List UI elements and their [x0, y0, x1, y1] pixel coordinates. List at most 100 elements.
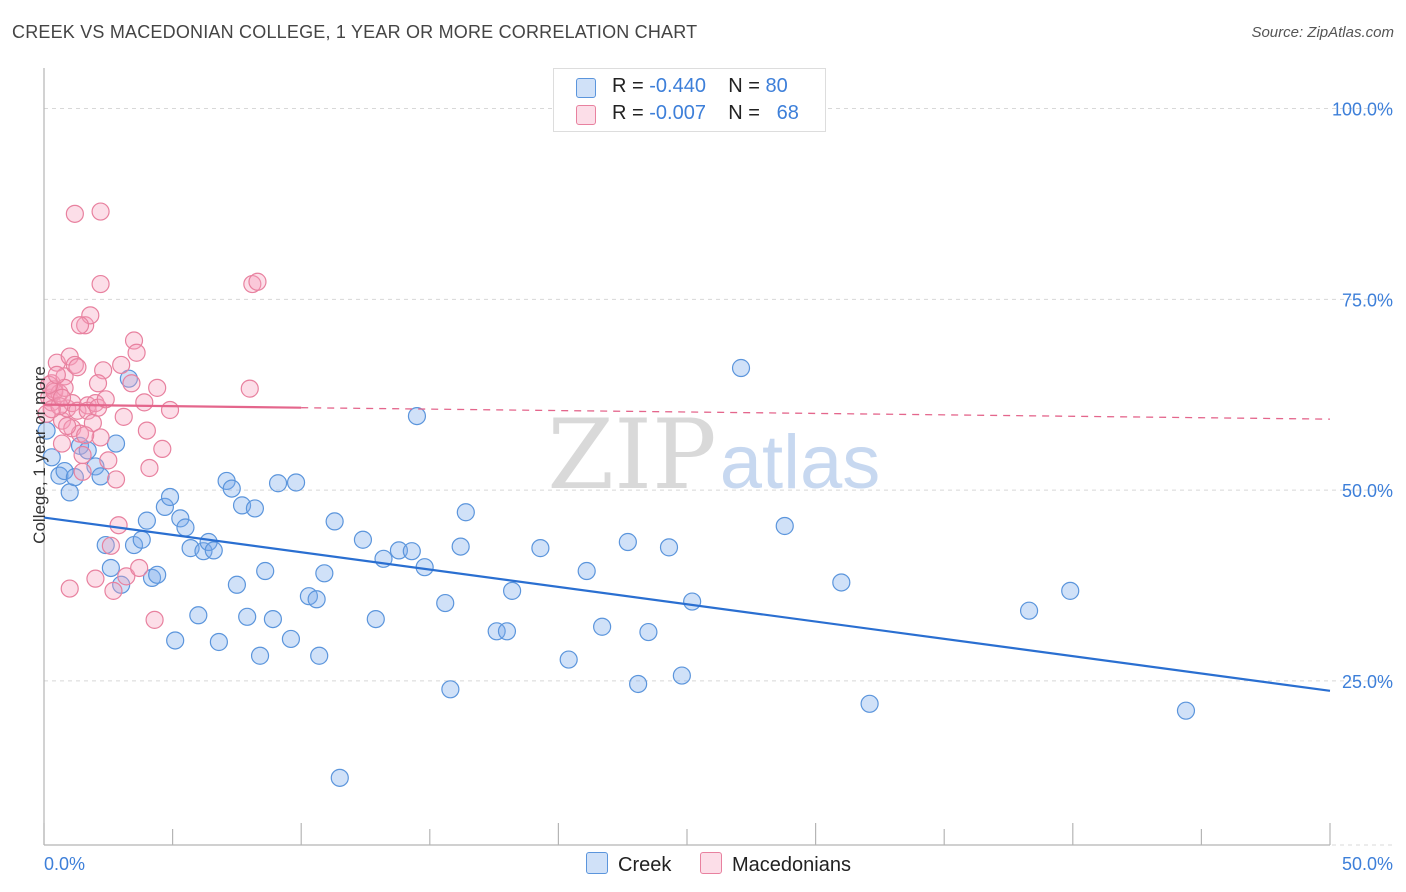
creek-point — [325, 512, 344, 531]
macedonians-point — [112, 355, 131, 375]
creek-point — [42, 448, 61, 467]
watermark-zip: ZIP — [547, 399, 716, 511]
bottom-legend-macedonians: Macedonians — [700, 852, 851, 877]
creek-point — [55, 461, 74, 481]
axes — [43, 68, 1331, 846]
creek-point — [860, 694, 879, 713]
legend-r-value-creek: -0.440 — [649, 75, 706, 97]
creek-point — [209, 632, 228, 652]
creek-point — [832, 573, 851, 592]
creek-point — [286, 473, 306, 492]
creek-point — [137, 511, 156, 530]
creek-point — [91, 467, 110, 486]
creek-legend-label: Creek — [618, 854, 672, 876]
macedonians-point — [96, 390, 115, 409]
creek-point — [256, 561, 275, 581]
legend-n-label: N = — [728, 75, 766, 97]
macedonians-point — [68, 358, 87, 377]
creek-point — [60, 483, 79, 502]
watermark-atlas: atlas — [720, 420, 881, 505]
creek-point — [148, 565, 167, 584]
macedonians-point — [65, 355, 84, 375]
creek-legend-swatch — [586, 852, 608, 874]
macedonians-point — [135, 393, 154, 412]
macedonians-point — [86, 569, 105, 588]
creek-point — [629, 674, 648, 694]
creek-point — [366, 609, 385, 629]
macedonians-point — [114, 407, 133, 426]
macedonians-point — [109, 516, 128, 535]
creek-point — [310, 646, 329, 665]
x-tick-label: 0.0% — [44, 854, 85, 874]
creek-point — [559, 650, 578, 669]
creek-point — [204, 541, 223, 560]
macedonians-point — [52, 388, 72, 407]
creek-point — [593, 617, 612, 636]
macedonians-point — [47, 365, 66, 384]
creek-point — [639, 622, 658, 642]
creek-point — [281, 629, 301, 649]
y-tick-label: 75.0% — [1342, 290, 1393, 310]
macedonians-trend-line — [43, 403, 302, 409]
creek-point — [672, 666, 691, 685]
creek-point — [402, 542, 421, 561]
legend-r-label: R = — [612, 75, 650, 97]
creek-point — [171, 509, 190, 528]
creek-point — [132, 530, 151, 549]
creek-point — [263, 609, 283, 629]
x-tick-label: 50.0% — [1342, 854, 1393, 874]
legend-n-label: N = — [728, 102, 766, 124]
creek-point — [268, 474, 288, 493]
macedonians-point — [60, 579, 79, 598]
creek-point — [166, 631, 185, 650]
creek-point — [775, 516, 794, 536]
macedonians-point — [76, 316, 95, 335]
macedonians-point — [140, 458, 159, 478]
creek-point — [142, 568, 162, 587]
macedonians-legend-swatch — [700, 852, 722, 874]
creek-point — [245, 499, 265, 518]
creek-point — [451, 537, 470, 556]
data-points — [37, 202, 1196, 787]
trend-lines — [43, 403, 1331, 692]
creek-swatch — [576, 78, 596, 98]
creek-point — [659, 538, 679, 557]
macedonians-point — [68, 401, 87, 420]
creek-point — [683, 592, 702, 611]
creek-point — [315, 564, 334, 583]
y-tick-label: 25.0% — [1342, 672, 1393, 692]
macedonians-point — [73, 462, 92, 481]
creek-point — [441, 680, 460, 699]
creek-point — [497, 622, 517, 641]
creek-point — [307, 590, 326, 609]
source-label: Source: ZipAtlas.com — [1251, 24, 1394, 41]
creek-point — [353, 530, 373, 549]
creek-point — [96, 535, 115, 555]
macedonians-legend-label: Macedonians — [732, 854, 851, 876]
y-tick-label: 100.0% — [1332, 100, 1393, 120]
macedonians-point — [91, 274, 110, 294]
macedonians-point — [127, 343, 146, 362]
creek-point — [577, 561, 596, 581]
y-tick-label: 50.0% — [1342, 481, 1393, 501]
creek-point — [155, 497, 174, 517]
macedonians-point — [148, 378, 167, 397]
chart-title: CREEK VS MACEDONIAN COLLEGE, 1 YEAR OR M… — [12, 22, 698, 42]
macedonians-point — [88, 374, 108, 393]
macedonians-point — [137, 421, 156, 440]
creek-point — [238, 607, 257, 626]
macedonians-point — [122, 374, 141, 393]
bottom-legend-creek: Creek — [586, 852, 671, 877]
y-axis-label: College, 1 year or more — [30, 366, 49, 544]
creek-point — [531, 539, 550, 558]
creek-point — [194, 542, 213, 561]
macedonians-point — [248, 272, 267, 291]
creek-point — [487, 622, 506, 641]
creek-point — [1061, 581, 1080, 600]
macedonians-point — [104, 581, 123, 600]
creek-point — [227, 575, 246, 594]
macedonians-point — [65, 204, 84, 223]
macedonians-point — [240, 379, 259, 398]
creek-point — [407, 406, 427, 426]
creek-point — [618, 532, 637, 552]
